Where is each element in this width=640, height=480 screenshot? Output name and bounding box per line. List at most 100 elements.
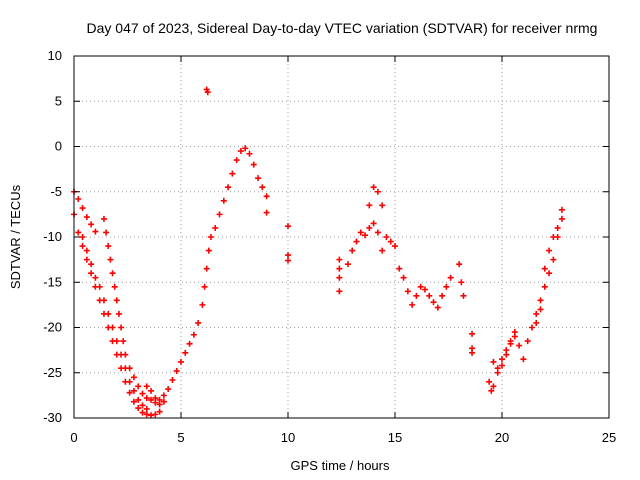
data-point [387, 238, 394, 245]
data-point [100, 215, 107, 222]
data-point [156, 408, 163, 415]
x-tick-label: 25 [602, 430, 616, 445]
data-point [285, 252, 291, 259]
data-point [120, 338, 127, 345]
data-point [383, 234, 390, 240]
data-point [546, 270, 553, 277]
data-point [173, 367, 180, 374]
data-point [115, 310, 122, 317]
y-tick-label: -5 [50, 184, 62, 199]
data-point [182, 349, 189, 356]
data-point [79, 243, 86, 250]
data-point [511, 333, 518, 340]
data-point [550, 234, 557, 240]
x-tick-label: 10 [281, 430, 295, 445]
data-point [126, 378, 133, 385]
data-point [528, 324, 535, 331]
data-point [165, 386, 172, 393]
data-point [370, 220, 377, 227]
data-point [229, 170, 236, 177]
data-point [520, 356, 527, 363]
data-point [204, 89, 211, 96]
data-point [499, 356, 505, 363]
data-point [92, 274, 99, 281]
data-point [426, 292, 433, 299]
data-point [216, 211, 223, 218]
data-point [263, 193, 270, 200]
data-point [130, 398, 137, 405]
data-point [533, 319, 540, 326]
grid [74, 56, 609, 418]
data-point [126, 389, 133, 396]
data-point [212, 224, 219, 231]
data-point [469, 349, 476, 356]
data-point [109, 324, 116, 331]
data-point [135, 405, 142, 412]
data-point [353, 238, 360, 245]
data-point [190, 331, 197, 338]
data-point [107, 256, 114, 263]
data-point [486, 378, 493, 385]
data-point [96, 283, 103, 290]
data-point [490, 383, 497, 390]
data-point [366, 224, 373, 231]
data-point [83, 256, 90, 263]
data-point [83, 214, 90, 221]
data-point [456, 261, 463, 268]
data-point [379, 247, 386, 254]
data-point [469, 330, 476, 337]
data-point [554, 224, 561, 231]
data-point [259, 184, 266, 191]
data-point [156, 396, 163, 403]
y-tick-label: -20 [43, 320, 62, 335]
data-point [75, 195, 82, 202]
data-point [118, 324, 125, 331]
data-point [199, 301, 206, 308]
data-point [88, 270, 95, 277]
data-point [148, 387, 155, 394]
data-point [205, 247, 212, 254]
data-point [75, 229, 82, 236]
data-point [135, 383, 142, 390]
data-point [113, 297, 120, 304]
x-tick-label: 5 [177, 430, 184, 445]
data-point [148, 412, 155, 419]
data-point [92, 228, 99, 235]
data-point [139, 409, 146, 416]
data-point [152, 395, 159, 402]
data-point [516, 342, 523, 349]
data-point [207, 234, 214, 240]
data-point [374, 188, 381, 195]
data-point [255, 175, 262, 182]
data-point [392, 243, 398, 250]
data-point [400, 274, 407, 281]
data-point [558, 206, 565, 213]
y-tick-label: -25 [43, 365, 62, 380]
x-tick-label: 15 [388, 430, 402, 445]
y-tick-label: 10 [48, 48, 62, 63]
x-tick-label: 20 [495, 430, 509, 445]
data-point [379, 202, 386, 209]
data-point [225, 184, 232, 191]
data-point [126, 365, 133, 372]
data-point [122, 351, 129, 358]
data-point [370, 184, 377, 191]
data-point [285, 257, 291, 264]
data-point [105, 310, 112, 317]
data-point [488, 387, 495, 394]
y-tick-label: 0 [55, 139, 62, 154]
data-point [336, 256, 343, 263]
data-point [550, 256, 557, 263]
data-point [336, 274, 343, 281]
data-point [111, 283, 118, 290]
data-point [178, 358, 184, 365]
data-point [130, 374, 137, 381]
data-point [499, 362, 505, 369]
data-point [430, 299, 437, 306]
data-point [237, 148, 244, 155]
data-point [139, 390, 146, 397]
y-tick-label: -30 [43, 410, 62, 425]
data-point [143, 383, 150, 390]
data-point [362, 232, 369, 239]
